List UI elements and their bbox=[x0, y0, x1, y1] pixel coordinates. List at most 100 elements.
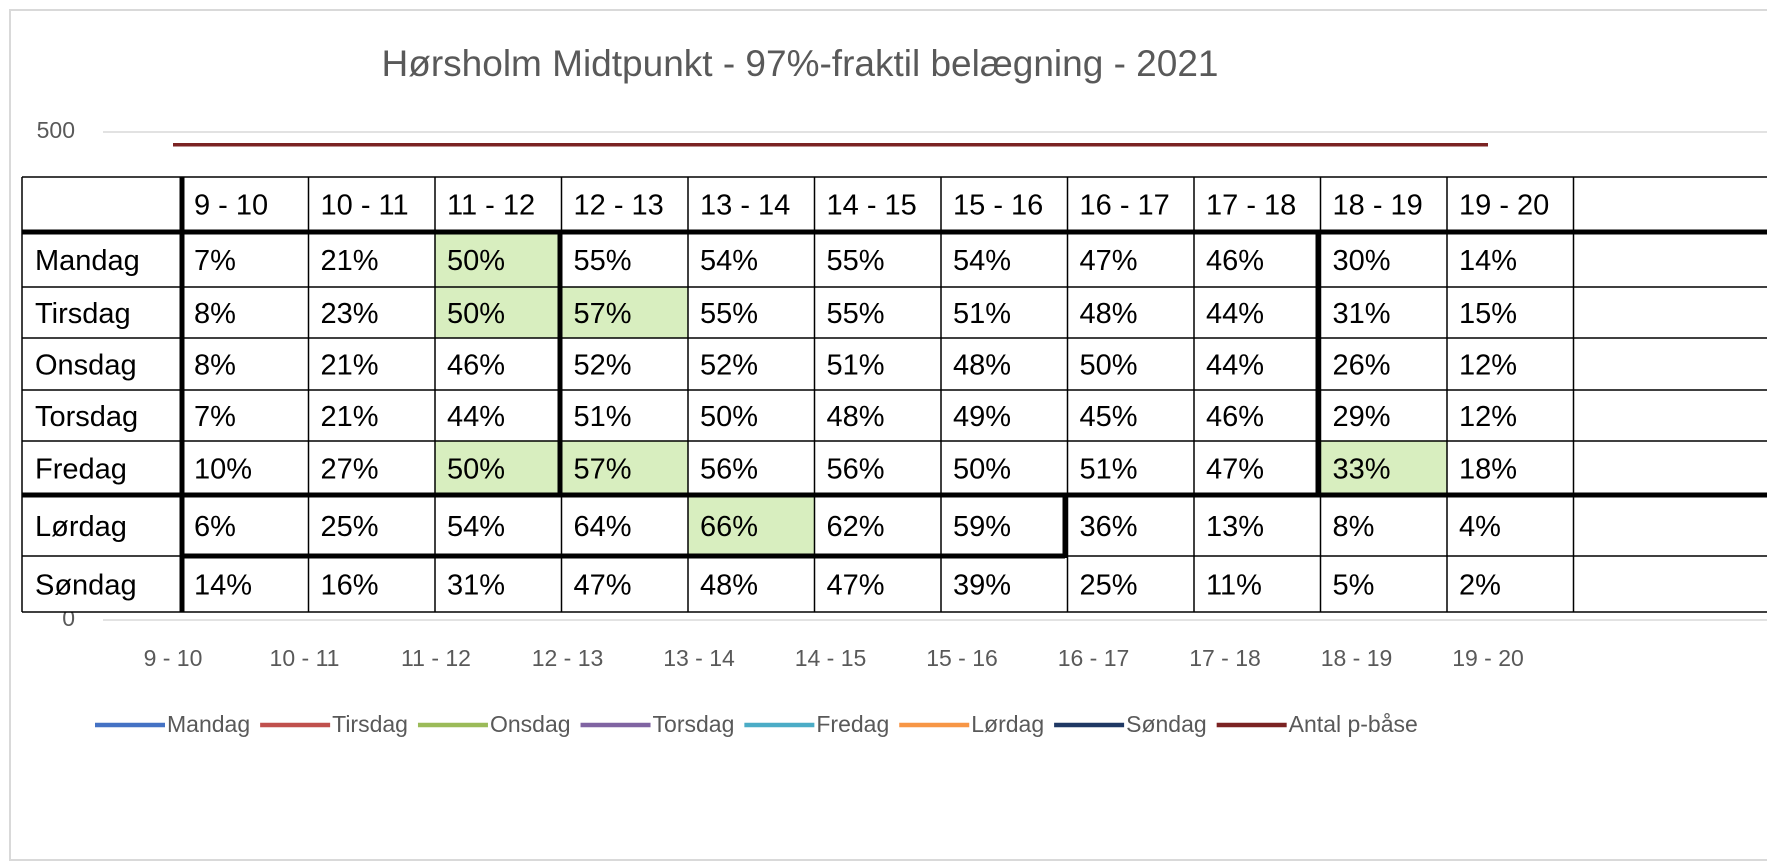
table-cell: 48% bbox=[700, 570, 758, 602]
x-tick-label: 11 - 12 bbox=[401, 645, 471, 671]
table-cell: 15% bbox=[1459, 298, 1517, 330]
table-header: 15 - 16 bbox=[953, 190, 1043, 222]
table-cell: 10% bbox=[194, 454, 252, 486]
table-cell: 64% bbox=[574, 511, 632, 543]
table-cell: 21% bbox=[321, 245, 379, 277]
table-cell: 57% bbox=[574, 298, 632, 330]
row-label: Onsdag bbox=[35, 350, 137, 382]
table-cell: 11% bbox=[1206, 570, 1262, 602]
table-cell: 47% bbox=[1206, 454, 1264, 486]
table-cell: 51% bbox=[827, 350, 885, 382]
x-tick-label: 9 - 10 bbox=[144, 645, 203, 671]
highlight-cell bbox=[561, 287, 688, 338]
table-header: 12 - 13 bbox=[574, 190, 664, 222]
table-cell: 21% bbox=[321, 401, 379, 433]
legend-label: Søndag bbox=[1126, 711, 1207, 737]
x-tick-label: 19 - 20 bbox=[1452, 645, 1524, 671]
table-cell: 52% bbox=[700, 350, 758, 382]
table-header: 13 - 14 bbox=[700, 190, 790, 222]
table-cell: 46% bbox=[1206, 401, 1264, 433]
table-cell: 56% bbox=[700, 454, 758, 486]
table-bg bbox=[22, 177, 1767, 612]
table-cell: 51% bbox=[574, 401, 632, 433]
table-cell: 48% bbox=[953, 350, 1011, 382]
table-cell: 29% bbox=[1333, 401, 1391, 433]
table-cell: 44% bbox=[1206, 350, 1264, 382]
table-cell: 14% bbox=[1459, 245, 1517, 277]
table-cell: 30% bbox=[1333, 245, 1391, 277]
table-cell: 7% bbox=[194, 245, 236, 277]
table-cell: 50% bbox=[700, 401, 758, 433]
table-cell: 31% bbox=[447, 570, 505, 602]
table-cell: 25% bbox=[321, 511, 379, 543]
legend-label: Fredag bbox=[816, 711, 889, 737]
table-cell: 7% bbox=[194, 401, 236, 433]
table-header: 10 - 11 bbox=[321, 190, 409, 222]
table-cell: 2% bbox=[1459, 570, 1501, 602]
table-cell: 16% bbox=[321, 570, 379, 602]
table-cell: 54% bbox=[700, 245, 758, 277]
x-tick-label: 12 - 13 bbox=[532, 645, 604, 671]
table-cell: 45% bbox=[1080, 401, 1138, 433]
table-cell: 31% bbox=[1333, 298, 1391, 330]
table-cell: 55% bbox=[574, 245, 632, 277]
table-cell: 50% bbox=[447, 454, 505, 486]
table-header: 14 - 15 bbox=[827, 190, 917, 222]
legend-label: Lørdag bbox=[971, 711, 1044, 737]
table-cell: 55% bbox=[700, 298, 758, 330]
table-cell: 5% bbox=[1333, 570, 1375, 602]
table-cell: 14% bbox=[194, 570, 252, 602]
table-cell: 13% bbox=[1206, 511, 1264, 543]
highlight-cell bbox=[561, 441, 688, 495]
table-cell: 36% bbox=[1080, 511, 1138, 543]
table-cell: 27% bbox=[321, 454, 379, 486]
table-cell: 46% bbox=[1206, 245, 1264, 277]
legend-label: Onsdag bbox=[490, 711, 571, 737]
table-cell: 52% bbox=[574, 350, 632, 382]
table-cell: 47% bbox=[1080, 245, 1138, 277]
table-cell: 47% bbox=[827, 570, 885, 602]
table-cell: 25% bbox=[1080, 570, 1138, 602]
table-cell: 21% bbox=[321, 350, 379, 382]
x-tick-label: 10 - 11 bbox=[270, 645, 340, 671]
table-cell: 54% bbox=[953, 245, 1011, 277]
table-header: 18 - 19 bbox=[1333, 190, 1423, 222]
table-cell: 48% bbox=[1080, 298, 1138, 330]
chart-title: Hørsholm Midtpunkt - 97%-fraktil belægni… bbox=[382, 43, 1219, 84]
row-label: Torsdag bbox=[35, 401, 138, 433]
table-cell: 50% bbox=[1080, 350, 1138, 382]
table-cell: 23% bbox=[321, 298, 379, 330]
table-cell: 48% bbox=[827, 401, 885, 433]
highlight-cell bbox=[435, 232, 562, 287]
x-tick-label: 17 - 18 bbox=[1189, 645, 1261, 671]
y-tick-label: 500 bbox=[37, 117, 75, 143]
table-cell: 39% bbox=[953, 570, 1011, 602]
row-label: Søndag bbox=[35, 570, 137, 602]
row-label: Tirsdag bbox=[35, 298, 131, 330]
x-tick-label: 15 - 16 bbox=[926, 645, 998, 671]
highlight-cell bbox=[688, 495, 815, 556]
table-cell: 66% bbox=[700, 511, 758, 543]
table-cell: 50% bbox=[953, 454, 1011, 486]
table-cell: 51% bbox=[953, 298, 1011, 330]
table-cell: 49% bbox=[953, 401, 1011, 433]
table-cell: 55% bbox=[827, 245, 885, 277]
legend-label: Mandag bbox=[167, 711, 250, 737]
table-header: 16 - 17 bbox=[1080, 190, 1170, 222]
legend-label: Antal p-båse bbox=[1289, 711, 1418, 737]
table-cell: 12% bbox=[1459, 350, 1517, 382]
table-cell: 6% bbox=[194, 511, 236, 543]
highlight-cell bbox=[435, 441, 562, 495]
table-cell: 8% bbox=[194, 350, 236, 382]
x-tick-label: 16 - 17 bbox=[1058, 645, 1130, 671]
table-cell: 4% bbox=[1459, 511, 1501, 543]
x-tick-label: 13 - 14 bbox=[663, 645, 735, 671]
table-cell: 44% bbox=[447, 401, 505, 433]
row-label: Fredag bbox=[35, 454, 127, 486]
table-header: 19 - 20 bbox=[1459, 190, 1549, 222]
table-header: 9 - 10 bbox=[194, 190, 268, 222]
highlight-cell bbox=[1320, 441, 1447, 495]
table-cell: 33% bbox=[1333, 454, 1391, 486]
table-cell: 12% bbox=[1459, 401, 1517, 433]
